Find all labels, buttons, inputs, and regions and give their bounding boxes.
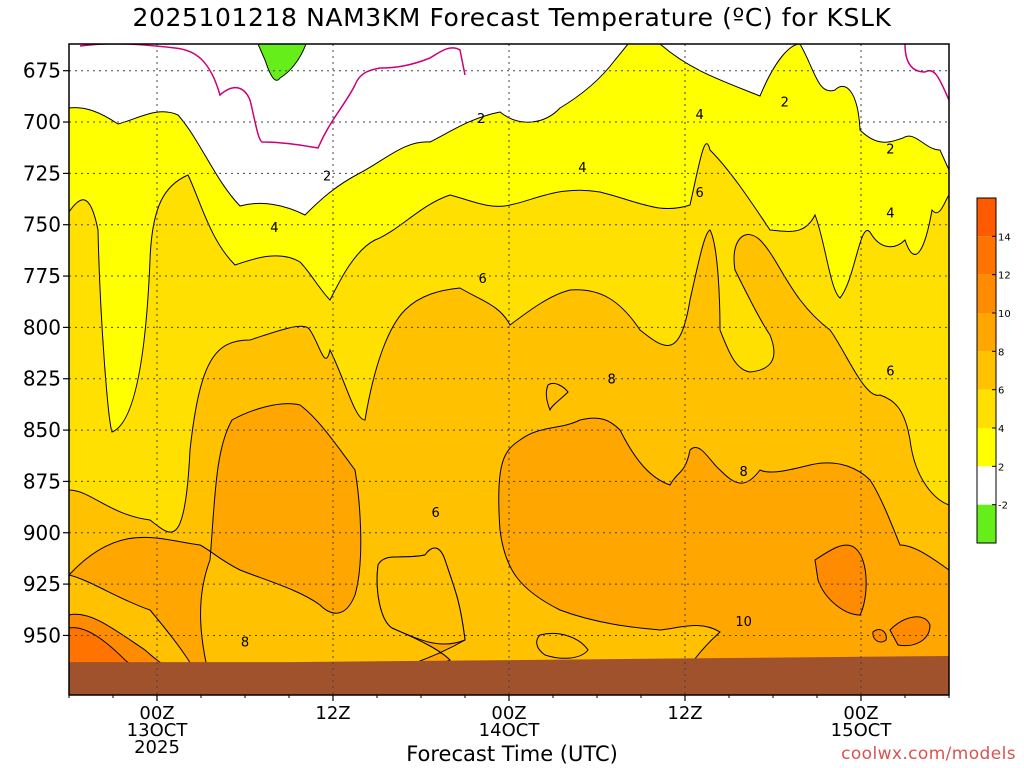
temperature-region: [257, 44, 307, 81]
x-tick-label: 15OCT: [831, 720, 893, 741]
contour-label: 2: [323, 169, 331, 184]
contour-label: 4: [578, 161, 586, 176]
temperature-region: [376, 547, 466, 645]
colorbar-tick-label: 10: [998, 309, 1011, 320]
y-tick-label: 925: [23, 572, 61, 596]
colorbar-tick-label: 4: [998, 424, 1004, 435]
temperature-region: [889, 616, 931, 647]
temperature-region: [545, 382, 569, 412]
colorbar-frame: [976, 197, 997, 544]
colorbar-swatch: [977, 389, 996, 428]
y-tick-label: 675: [23, 59, 61, 83]
y-axis: 675 700 725 750 775 800 825 850 875 900 925 950: [23, 59, 69, 647]
x-tick-label: 13OCT: [127, 720, 189, 741]
colorbar-swatch: [977, 466, 996, 505]
colorbar-swatch: [977, 504, 996, 543]
colorbar-tick-label: 14: [998, 232, 1011, 243]
contour-label: 2: [477, 112, 485, 127]
watermark: coolwx.com/models: [841, 744, 1016, 764]
x-tick-label: 12Z: [315, 703, 350, 724]
y-tick-label: 825: [23, 367, 61, 391]
colorbar-tick-label: 6: [998, 386, 1004, 397]
colorbar-tick-label: 8: [998, 347, 1004, 358]
y-tick-label: 800: [23, 315, 61, 339]
x-tick-label: 00Z: [491, 703, 526, 724]
grid-lines: [69, 44, 949, 695]
contour-label: 2: [886, 143, 894, 158]
colorbar-swatch: [977, 274, 996, 313]
contour-label: 8: [241, 636, 249, 651]
colorbar-tick-label: 12: [998, 271, 1011, 282]
y-tick-label: 900: [23, 521, 61, 545]
colorbar-tick-label: -2: [998, 501, 1008, 512]
colorbar-swatch: [977, 428, 996, 467]
x-axis-title: Forecast Time (UTC): [406, 742, 618, 766]
contour-labels: 2 2 2 2 4 4 4 4 6 6 6 6 8 8 8 10: [241, 96, 895, 651]
freezing-line: [904, 44, 949, 101]
temperature-region: [536, 633, 589, 659]
x-tick-label: 2025: [134, 737, 180, 758]
contour-label: 6: [478, 272, 486, 287]
contour-label: 2: [781, 96, 789, 111]
colorbar: -2 2 4 6 8 10 12 14: [976, 197, 1011, 544]
colorbar-swatch: [977, 313, 996, 352]
y-tick-label: 875: [23, 469, 61, 493]
x-tick-label: 00Z: [843, 703, 878, 724]
y-tick-label: 700: [23, 110, 61, 134]
freezing-line: [79, 44, 466, 149]
colorbar-swatch: [977, 351, 996, 390]
colorbar-tick-label: 2: [998, 462, 1004, 473]
colorbar-swatch: [977, 236, 996, 275]
contour-label: 6: [696, 186, 704, 201]
y-tick-label: 850: [23, 418, 61, 442]
y-tick-label: 950: [23, 623, 61, 647]
x-tick-label: 12Z: [667, 703, 702, 724]
contour-label: 8: [608, 373, 616, 388]
y-tick-label: 750: [23, 213, 61, 237]
contour-label: 10: [735, 615, 752, 630]
y-tick-label: 775: [23, 264, 61, 288]
contour-label: 4: [886, 206, 894, 221]
temperature-region: [814, 544, 867, 616]
x-tick-label: 00Z: [139, 703, 174, 724]
contour-label: 8: [740, 465, 748, 480]
y-tick-label: 725: [23, 161, 61, 185]
contour-label: 6: [886, 365, 894, 380]
chart-title: 2025101218 NAM3KM Forecast Temperature (…: [132, 3, 892, 32]
colorbar-swatch: [977, 198, 996, 237]
contour-label: 6: [432, 506, 440, 521]
x-tick-label: 14OCT: [479, 720, 541, 741]
contour-label: 4: [696, 108, 704, 123]
contour-label: 4: [270, 221, 278, 236]
